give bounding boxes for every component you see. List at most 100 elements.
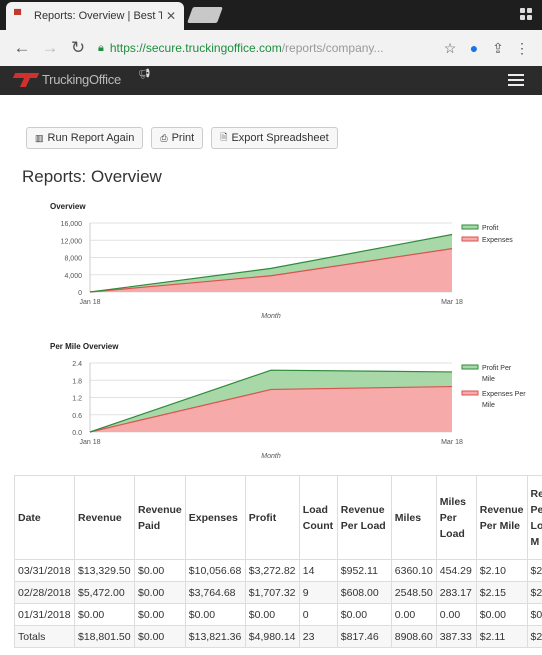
forward-arrow-icon[interactable]: → [41, 38, 59, 57]
column-header: Expenses [184, 475, 246, 560]
expenses-line [89, 248, 453, 293]
x-axis-label: Month [261, 313, 281, 320]
printer-icon: ⎙ [160, 132, 168, 143]
table-cell: 03/31/2018 [14, 559, 75, 582]
table-cell: $0.00 [244, 603, 300, 626]
print-label: Print [171, 132, 195, 144]
share-icon[interactable]: ⇪ [492, 39, 504, 56]
y-tick-label: 8,000 [64, 256, 82, 263]
table-cell: $2 [526, 581, 542, 604]
y-tick-label: 4,000 [64, 273, 82, 280]
hamburger-menu-icon[interactable] [508, 74, 524, 86]
table-cell: $0 [526, 603, 542, 626]
url-host: https://secure.truckingoffice.com [109, 41, 282, 55]
bar-chart-icon: ▥ [35, 132, 44, 143]
table-header-row: Date Revenue Revenue Paid Expenses Profit Loa… [14, 475, 542, 560]
table-cell: $10,056.68 [184, 559, 246, 582]
table-cell: $0.00 [336, 603, 392, 626]
export-spreadsheet-button[interactable]: 🗎︎ Export Spreadsheet [211, 127, 338, 149]
table-cell: $5,472.00 [74, 581, 135, 604]
megaphone-icon[interactable]: 📢︎ [138, 69, 151, 80]
legend-expenses-swatch [461, 390, 479, 396]
url-text: https://secure.truckingoffice.com/report… [110, 41, 384, 55]
chart-title: Overview [50, 203, 86, 211]
table-row: 02/28/2018 $5,472.00 $0.00 $3,764.68 $1,707.… [14, 581, 542, 604]
table-cell: $0.00 [134, 581, 186, 604]
address-bar[interactable]: 🔒︎ https://secure.truckingoffice.com/rep… [98, 35, 432, 61]
column-header: Revenue Per Mile [475, 475, 528, 560]
table-cell: $2 [526, 559, 542, 582]
report-actions: ▥ Run Report Again ⎙ Print 🗎︎ Export Spr… [26, 127, 338, 149]
table-cell: $3,764.68 [184, 581, 246, 604]
column-header: Miles [390, 475, 437, 560]
overview-chart: Overview 0 4,000 8,000 12,000 16,000 Jan 18 Mar… [50, 203, 513, 320]
export-label: Export Spreadsheet [231, 132, 329, 144]
table-cell: 14 [298, 559, 338, 582]
x-tick-label: Mar 18 [441, 299, 463, 306]
table-cell: $13,821.36 [184, 625, 246, 648]
table-cell: 02/28/2018 [14, 581, 75, 604]
close-tab-icon[interactable]: ✕ [165, 9, 176, 23]
y-tick-label: 1.2 [72, 396, 82, 403]
lock-icon: 🔒︎ [98, 41, 104, 54]
chart-title: Per Mile Overview [50, 343, 119, 351]
expenses-line [89, 385, 453, 433]
new-tab-button[interactable] [187, 7, 223, 23]
table-cell: $13,329.50 [74, 559, 135, 582]
page-title: Reports: Overview [22, 167, 162, 186]
report-table: Date Revenue Revenue Paid Expenses Profit Loa… [14, 475, 542, 648]
profit-line [89, 369, 453, 433]
x-tick-label: Jan 18 [79, 439, 100, 446]
star-bookmark-icon[interactable]: ☆ [443, 39, 457, 56]
table-cell: $4,980.14 [244, 625, 300, 648]
table-cell: $2 [526, 625, 542, 648]
table-cell: 2548.50 [390, 581, 437, 604]
url-path: /reports/company... [281, 41, 384, 55]
legend-expenses-label: Mile [482, 402, 495, 409]
truckingoffice-logo[interactable]: TruckingOffice [14, 71, 121, 87]
logo-mark-icon [14, 71, 40, 87]
table-cell: $3,272.82 [244, 559, 300, 582]
file-icon: 🗎︎ [220, 132, 228, 142]
table-cell: 0 [298, 603, 338, 626]
table-cell: $0.00 [475, 603, 528, 626]
table-cell: $817.46 [336, 625, 392, 648]
column-header: Miles Per Load [435, 475, 477, 560]
table-cell: $0.00 [134, 603, 186, 626]
table-row: 01/31/2018 $0.00 $0.00 $0.00 $0.00 0 $0.00 0.00… [14, 603, 542, 626]
legend-expenses-swatch [461, 236, 479, 242]
more-menu-icon[interactable]: ⋮ [515, 39, 529, 56]
profit-area [90, 370, 452, 432]
table-cell: 0.00 [435, 603, 477, 626]
table-cell: $0.00 [74, 603, 135, 626]
run-report-again-button[interactable]: ▥ Run Report Again [26, 127, 144, 149]
legend-profit-swatch [461, 364, 479, 370]
column-header: Revenue [74, 475, 135, 560]
table-body: 03/31/2018 $13,329.50 $0.00 $10,056.68 $3,27… [14, 559, 542, 648]
tab-grid-icon[interactable] [520, 8, 532, 20]
tab-strip: ▀ Reports: Overview | Best Tr ✕ [0, 0, 542, 30]
browser-toolbar: ← → ↻ 🔒︎ https://secure.truckingoffice.c… [0, 30, 542, 66]
y-tick-label: 0 [78, 290, 82, 297]
table-cell: 0.00 [390, 603, 437, 626]
legend-profit-swatch [461, 224, 479, 230]
microphone-icon[interactable]: ● [469, 40, 479, 56]
y-tick-label: 1.8 [72, 378, 82, 385]
back-arrow-icon[interactable]: ← [13, 38, 31, 57]
column-header: Date [14, 475, 75, 560]
expenses-area [90, 248, 452, 292]
legend-profit-label: Profit [482, 225, 498, 232]
browser-tab[interactable]: ▀ Reports: Overview | Best Tr ✕ [6, 2, 184, 30]
table-cell: $0.00 [134, 559, 186, 582]
reload-icon[interactable]: ↻ [70, 38, 86, 57]
report-table-wrapper: Date Revenue Revenue Paid Expenses Profit Loa… [14, 475, 542, 648]
column-header: Load Count [298, 475, 338, 560]
x-axis-label: Month [261, 453, 281, 460]
x-tick-label: Mar 18 [441, 439, 463, 446]
table-row: 03/31/2018 $13,329.50 $0.00 $10,056.68 $3,27… [14, 559, 542, 582]
table-cell: 454.29 [435, 559, 477, 582]
print-button[interactable]: ⎙ Print [151, 127, 204, 149]
table-row: Totals $18,801.50 $0.00 $13,821.36 $4,980.14… [14, 625, 542, 648]
legend-profit-label: Mile [482, 376, 495, 383]
table-cell: 283.17 [435, 581, 477, 604]
